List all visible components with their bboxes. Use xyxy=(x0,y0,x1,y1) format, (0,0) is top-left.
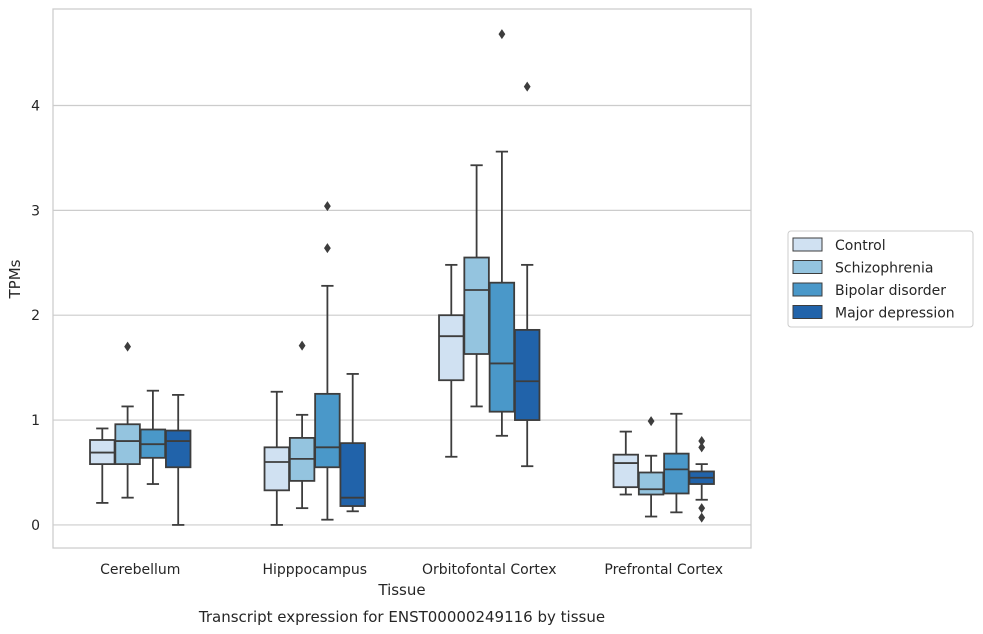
y-tick-label: 4 xyxy=(31,98,40,114)
box xyxy=(688,436,715,523)
x-axis-label: Tissue xyxy=(377,581,425,599)
y-tick-label: 2 xyxy=(31,308,40,324)
x-tick-label: Cerebellum xyxy=(100,562,180,578)
box xyxy=(263,390,290,526)
box xyxy=(514,81,541,468)
box-iqr xyxy=(612,453,639,489)
box xyxy=(663,412,690,514)
box-iqr xyxy=(463,256,490,355)
y-tick-label: 0 xyxy=(31,518,40,534)
legend-label: Bipolar disorder xyxy=(835,283,946,299)
series-bipolar-disorder xyxy=(139,29,690,521)
series-major-depression xyxy=(165,81,715,526)
legend-box xyxy=(787,230,974,328)
box-iqr xyxy=(637,471,665,496)
outlier-point xyxy=(298,340,306,351)
box-iqr xyxy=(165,429,192,469)
box-iqr xyxy=(114,423,141,466)
box xyxy=(89,427,116,504)
legend: Control Schizophrenia Bipolar disorder Majo… xyxy=(787,230,974,328)
box xyxy=(165,393,192,526)
legend-item: Schizophrenia xyxy=(792,260,933,277)
outlier-point xyxy=(698,503,706,514)
legend-swatch xyxy=(792,282,823,297)
outlier-point xyxy=(523,81,531,92)
y-tick-labels: 0 1 2 3 4 xyxy=(31,98,40,533)
box xyxy=(339,373,366,513)
y-tick-label: 3 xyxy=(31,203,40,219)
box xyxy=(463,164,490,408)
x-tick-labels: Cerebellum Hipppocampus Orbitofontal Corte… xyxy=(100,562,723,578)
legend-swatch xyxy=(792,237,823,252)
x-tick-label: Prefrontal Cortex xyxy=(604,562,723,578)
box xyxy=(612,430,639,496)
box-series xyxy=(89,29,715,526)
box-iqr xyxy=(263,446,290,492)
legend-label: Major depression xyxy=(835,306,955,322)
series-schizophrenia xyxy=(114,164,665,518)
outlier-point xyxy=(647,416,655,427)
legend-label: Control xyxy=(835,238,886,254)
box-iqr xyxy=(314,392,341,469)
legend-item: Bipolar disorder xyxy=(792,282,946,299)
y-tick-label: 1 xyxy=(31,413,40,429)
outlier-point xyxy=(698,512,706,523)
x-tick-label: Hipppocampus xyxy=(262,562,367,578)
box xyxy=(114,341,141,499)
legend-swatch xyxy=(792,305,823,319)
outlier-point xyxy=(124,341,131,352)
legend-item: Major depression xyxy=(792,305,955,322)
box-iqr xyxy=(663,452,690,495)
outlier-point xyxy=(698,436,706,447)
legend-item: Control xyxy=(792,237,886,254)
y-axis-label: TPMs xyxy=(6,259,24,299)
box xyxy=(314,201,341,521)
outlier-point xyxy=(324,243,331,254)
chart-caption: Transcript expression for ENST0000024911… xyxy=(198,608,605,626)
box xyxy=(488,29,516,437)
outlier-point xyxy=(324,201,331,212)
legend-label: Schizophrenia xyxy=(835,261,933,277)
box-iqr xyxy=(488,281,516,413)
y-gridlines xyxy=(53,104,751,526)
series-control xyxy=(89,263,639,526)
legend-swatch xyxy=(792,260,823,274)
box xyxy=(637,416,665,518)
x-tick-label: Orbitofontal Cortex xyxy=(422,562,557,578)
box-iqr xyxy=(514,328,541,421)
plot-frame xyxy=(52,8,752,549)
box-iqr xyxy=(339,442,366,507)
box xyxy=(438,263,465,458)
outlier-point xyxy=(498,29,506,40)
box-iqr xyxy=(438,314,465,382)
outlier-point xyxy=(698,442,706,453)
